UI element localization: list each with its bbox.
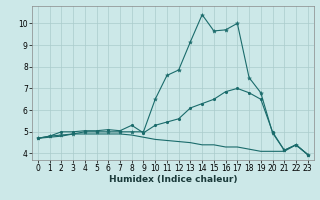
X-axis label: Humidex (Indice chaleur): Humidex (Indice chaleur)	[108, 175, 237, 184]
